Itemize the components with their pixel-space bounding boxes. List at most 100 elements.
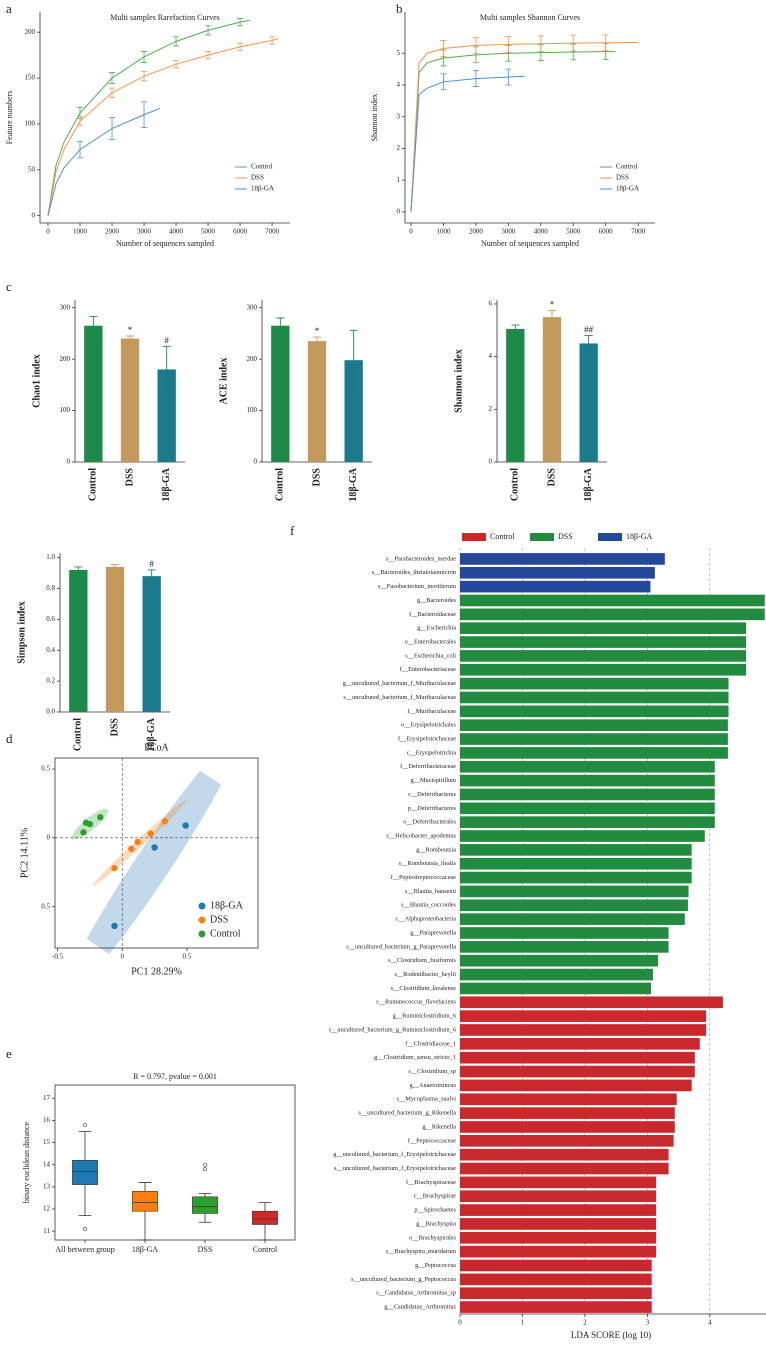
chart-title: PCoA [144, 742, 169, 753]
y-tick-label: 300 [60, 303, 71, 311]
bar [460, 733, 728, 745]
bar [460, 1231, 657, 1244]
y-tick-label: 11 [43, 1227, 50, 1235]
x-tick-label: 18β-GA [161, 467, 172, 501]
x-tick-label: Control [275, 468, 286, 501]
y-tick-label: 15 [43, 1138, 51, 1146]
x-axis-label: LDA SCORE (log 10) [571, 1330, 651, 1340]
bar [460, 760, 715, 773]
bar [120, 338, 140, 462]
bar-label: s__Ruminococcus_flavefaciens [376, 999, 456, 1006]
bar [460, 580, 651, 593]
curve [410, 41, 639, 212]
bar [460, 1121, 675, 1133]
bar [142, 576, 161, 712]
bar [84, 325, 103, 462]
x-tick-label: 1000 [73, 228, 88, 236]
chart-title: R = 0.797, pvalue = 0.001 [133, 1072, 217, 1081]
y-tick-label: 5 [397, 49, 401, 57]
x-tick-label: 2000 [469, 228, 484, 236]
bar-label: s__Clostridium_lavalense [391, 985, 457, 992]
whisker [258, 1201, 272, 1212]
bar-label: o__Enterobacterales [405, 639, 457, 646]
bar-label: f__Deferribacteraceae [400, 763, 456, 770]
y-tick-label: 200 [247, 355, 258, 363]
legend-label: Control [251, 163, 272, 171]
significance-label: * [550, 300, 555, 310]
x-tick-label: 6000 [599, 228, 614, 236]
legend-label: 18β-GA [251, 185, 274, 193]
bar [460, 691, 729, 704]
y-tick-label: 1 [397, 176, 401, 184]
y-tick-label: 0 [32, 211, 36, 219]
legend-swatch [198, 930, 206, 938]
x-tick-label: -0.5 [52, 953, 64, 961]
y-tick-label: 0.4 [46, 646, 55, 654]
bar-label: g__Anaerotruncus [409, 1082, 456, 1089]
significance-label: ## [584, 325, 594, 335]
legend-swatch [530, 533, 554, 541]
bar [460, 719, 728, 732]
bar-label: o__Deferribacterales [403, 819, 456, 826]
y-tick-label: 1.0 [46, 553, 55, 561]
error-bar [472, 70, 479, 87]
bar [460, 788, 715, 801]
y-axis-label: Simpson index [16, 601, 27, 664]
x-tick-label: 0 [409, 228, 413, 236]
legend-swatch [198, 902, 206, 910]
x-tick-label: 1000 [436, 228, 451, 236]
error-bar [548, 310, 556, 324]
panel-letter: e [6, 1046, 12, 1061]
legend-label: 18β-GA [626, 532, 653, 541]
x-tick-label: 4000 [169, 228, 184, 236]
bar [460, 816, 715, 828]
error-bar [349, 329, 358, 390]
bar-label: p__Deferribacteres [408, 805, 457, 812]
error-bar [141, 51, 148, 63]
y-axis-label: Shannon index [370, 94, 379, 142]
bar [460, 830, 705, 842]
axis-line [404, 12, 655, 224]
x-tick-label: 0 [458, 1319, 462, 1327]
point [147, 830, 154, 837]
bar-label: g__uncultured_bacterium_f_Erysipelotrich… [333, 1151, 456, 1158]
bar [344, 360, 363, 462]
x-tick-label: 18β-GA [146, 717, 157, 751]
bar [460, 844, 692, 856]
y-tick-label: 0 [254, 458, 258, 466]
panel-letter: b [396, 1, 403, 16]
x-tick-label: 5000 [566, 228, 581, 236]
x-tick-label: 0.5 [183, 953, 192, 961]
bar [460, 802, 715, 815]
error-bar [77, 140, 84, 159]
box [192, 1196, 218, 1214]
bar [460, 608, 765, 621]
x-axis-label: PC1 28.29% [131, 966, 182, 977]
plot-frame [54, 1084, 296, 1241]
chart-title: Multi samples Rarefaction Curves [110, 13, 220, 22]
y-tick-label: 0.2 [46, 677, 55, 685]
bar [460, 899, 688, 912]
panel-letter: d [6, 731, 13, 746]
bar [460, 1051, 695, 1064]
point [111, 922, 118, 930]
error-bar [472, 36, 479, 54]
bar-label: g__Romboutsia [416, 846, 456, 853]
panel-letter: c [6, 279, 12, 294]
legend-label: 18β-GA [616, 185, 639, 193]
curve [47, 107, 161, 216]
point [151, 844, 158, 851]
legend-label: 18β-GA [210, 900, 244, 911]
y-axis-label: ACE index [218, 358, 229, 405]
bar [460, 1204, 657, 1216]
bar-label: c__Erysipelotrichia [407, 749, 457, 756]
bar-label: g__uncultured_bacterium_f_Muribaculaceae [343, 680, 456, 687]
bar [157, 369, 176, 462]
x-tick-label: Control [510, 468, 521, 501]
bar [460, 871, 692, 884]
bar [460, 954, 658, 967]
error-bar [511, 324, 520, 333]
x-tick-label: 3000 [137, 228, 152, 236]
x-tick-label: DSS [546, 468, 557, 487]
